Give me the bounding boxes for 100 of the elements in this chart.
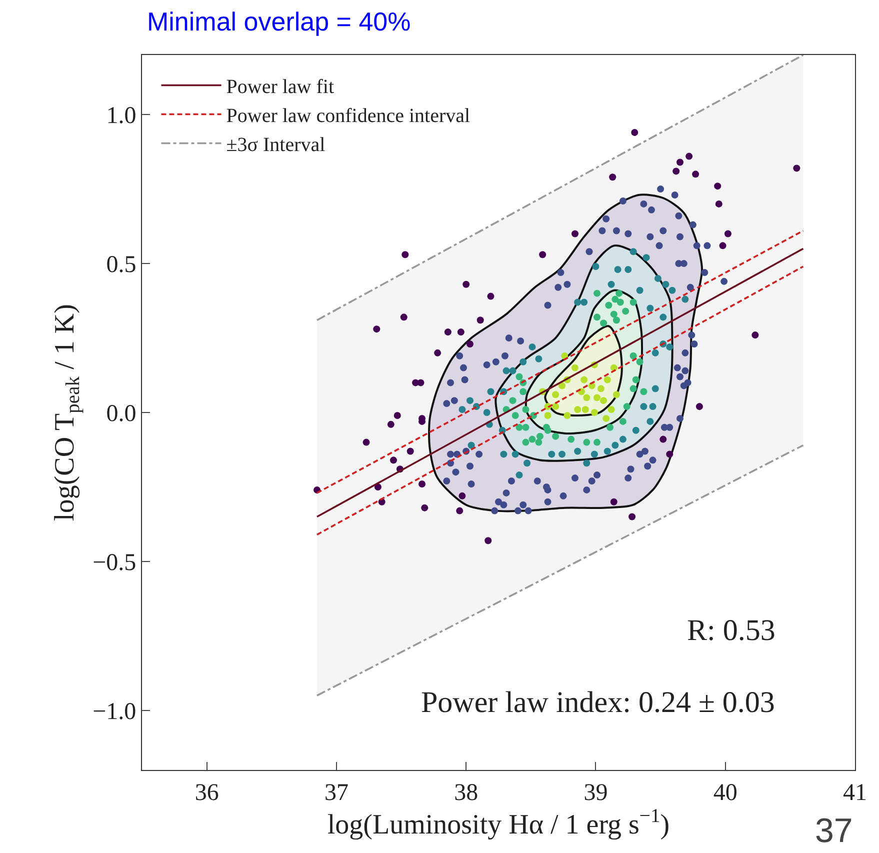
point xyxy=(582,406,589,414)
point xyxy=(468,442,475,449)
point xyxy=(630,352,637,360)
point xyxy=(512,450,519,458)
y-tick-label: 0.5 xyxy=(106,252,136,278)
point xyxy=(610,310,618,318)
point xyxy=(458,492,466,500)
point xyxy=(642,254,650,262)
point xyxy=(574,448,582,455)
point xyxy=(640,403,648,410)
point xyxy=(612,391,620,398)
point xyxy=(652,349,659,356)
point xyxy=(619,418,626,425)
point xyxy=(583,438,590,446)
point xyxy=(444,328,452,336)
point xyxy=(608,280,615,288)
point xyxy=(630,298,637,306)
point xyxy=(692,170,700,178)
point xyxy=(666,450,674,458)
x-tick-label: 40 xyxy=(713,780,738,806)
legend-label: Power law confidence interval xyxy=(226,105,470,128)
point xyxy=(509,367,516,374)
point xyxy=(602,414,610,422)
point xyxy=(682,296,689,303)
point xyxy=(616,298,624,306)
x-tick-label: 41 xyxy=(843,780,867,806)
point xyxy=(558,382,566,390)
text: 37 xyxy=(815,812,853,850)
point xyxy=(672,168,680,175)
point xyxy=(686,152,693,160)
y-tick-label: 0.0 xyxy=(106,400,136,427)
x-tick-label: 37 xyxy=(324,780,348,806)
point xyxy=(552,403,560,410)
point xyxy=(466,340,474,348)
point xyxy=(558,450,566,458)
point xyxy=(487,388,494,396)
point xyxy=(362,438,370,446)
point xyxy=(666,343,674,350)
point xyxy=(608,406,615,414)
y-tick-label: −0.5 xyxy=(92,550,136,576)
point xyxy=(568,436,575,443)
point xyxy=(544,412,552,419)
point xyxy=(580,298,588,306)
point xyxy=(390,456,397,464)
point xyxy=(640,388,648,396)
point xyxy=(373,326,380,333)
point xyxy=(421,504,428,512)
point xyxy=(714,182,722,190)
point xyxy=(668,286,676,294)
point xyxy=(715,200,722,208)
x-tick-label: 36 xyxy=(194,780,219,806)
point xyxy=(719,242,726,250)
point xyxy=(571,230,578,238)
point xyxy=(400,314,408,321)
legend-label: Power law fit xyxy=(226,76,334,98)
point xyxy=(483,409,490,416)
point xyxy=(660,436,667,443)
point xyxy=(610,498,618,506)
point xyxy=(458,406,466,414)
point xyxy=(484,537,492,544)
point xyxy=(605,302,612,309)
point xyxy=(434,349,442,356)
point xyxy=(542,424,550,431)
point xyxy=(520,388,527,396)
point xyxy=(628,513,636,520)
point xyxy=(623,403,630,410)
point xyxy=(512,412,519,419)
point xyxy=(580,376,588,384)
point xyxy=(619,436,626,443)
point xyxy=(632,426,640,434)
point xyxy=(528,436,536,443)
point xyxy=(536,432,544,440)
point xyxy=(652,385,659,392)
point xyxy=(614,266,622,273)
point xyxy=(516,472,523,479)
point xyxy=(402,251,409,258)
point xyxy=(636,358,644,366)
point xyxy=(524,460,531,467)
point xyxy=(387,420,394,428)
point xyxy=(594,290,601,297)
point xyxy=(594,394,601,402)
point xyxy=(509,397,516,404)
x-axis-title: log(Luminosity Hα / 1 erg s$^{−1}$) xyxy=(327,806,670,841)
point xyxy=(604,376,611,384)
point xyxy=(724,230,732,238)
point xyxy=(594,438,601,446)
point xyxy=(574,406,582,414)
point xyxy=(752,332,759,339)
annotation: Power law index: 0.24 ± 0.03 xyxy=(421,686,775,719)
point xyxy=(606,424,614,431)
point xyxy=(646,304,654,312)
point xyxy=(632,376,640,384)
point xyxy=(552,391,560,398)
point xyxy=(516,424,523,431)
point xyxy=(466,397,474,404)
point xyxy=(539,251,546,258)
point xyxy=(622,308,630,315)
point xyxy=(502,367,510,374)
x-tick-label: 38 xyxy=(454,780,478,806)
point xyxy=(574,298,582,306)
